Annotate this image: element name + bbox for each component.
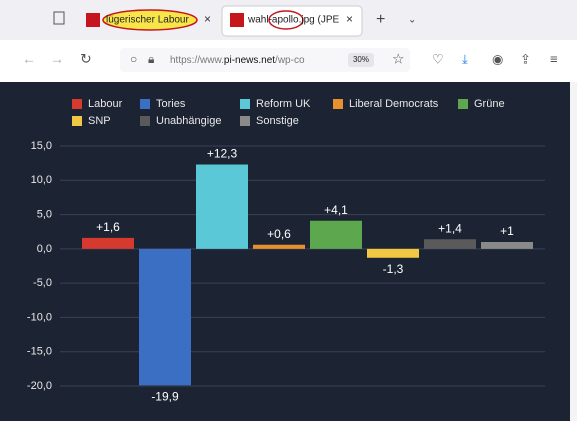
y-tick-label: 5,0 — [37, 208, 52, 220]
legend-swatch — [333, 99, 343, 109]
bar — [481, 242, 533, 249]
legend-label: Grüne — [474, 98, 505, 110]
chart: -20,0 -15,0 -10,0 -5,0 0,0 5,0 10,0 15,0 Labour T… — [27, 98, 545, 403]
url-rest: /wp-co — [275, 55, 305, 66]
back[interactable]: ← — [22, 51, 36, 67]
bar — [253, 244, 305, 249]
y-tick-label: -5,0 — [33, 277, 52, 289]
chart-area — [0, 82, 570, 421]
bar — [139, 248, 191, 386]
bar — [310, 220, 362, 249]
tab-title: wahl-apollo.jpg (JPE — [247, 15, 339, 26]
pocket[interactable]: ♡ — [432, 51, 444, 66]
bookmark[interactable]: ☆ — [392, 51, 405, 67]
value-label: +1,6 — [96, 220, 120, 234]
highlight — [268, 10, 304, 30]
downloads[interactable]: ⤓ — [462, 51, 468, 66]
legend-swatch — [240, 99, 250, 109]
legend-swatch — [72, 99, 82, 109]
value-label: +1,4 — [438, 221, 462, 235]
legend-swatch — [72, 116, 82, 126]
new-tab[interactable]: + — [376, 11, 385, 28]
bar — [82, 237, 134, 249]
bar — [424, 239, 476, 249]
scrollbar — [570, 82, 577, 421]
legend-label: SNP — [88, 115, 111, 127]
legend-label: Liberal Democrats — [349, 98, 439, 110]
url-bar[interactable] — [120, 48, 410, 72]
tab-close[interactable]: × — [204, 12, 211, 26]
account[interactable]: ◉ — [492, 51, 503, 66]
url-domain: pi-news.net — [224, 55, 275, 66]
value-label: -1,3 — [383, 262, 404, 276]
value-label: +4,1 — [324, 203, 348, 217]
zoom: 30% — [353, 55, 369, 64]
y-tick-label: 0,0 — [37, 243, 52, 255]
tab-menu[interactable]: ⌄ — [408, 15, 416, 26]
url: https://www.pi-news.net/wp-co — [170, 55, 305, 66]
menu[interactable]: ≡ — [550, 51, 558, 66]
reload[interactable]: ↻ — [80, 51, 92, 67]
y-tick-label: 15,0 — [31, 140, 52, 152]
value-label: +0,6 — [267, 227, 291, 241]
legend-swatch — [140, 116, 150, 126]
y-tick-label: -10,0 — [27, 311, 52, 323]
tab[interactable] — [221, 5, 363, 37]
legend-swatch — [140, 99, 150, 109]
y-tick-label: -15,0 — [27, 346, 52, 358]
legend-label: Labour — [88, 98, 123, 110]
shield: ○ — [130, 52, 137, 66]
forward[interactable]: → — [50, 51, 64, 67]
y-tick-label: 10,0 — [31, 174, 52, 186]
bar — [367, 248, 419, 258]
favicon — [86, 13, 100, 27]
bar — [196, 164, 248, 249]
tab-title: lügerischer Labour — [106, 15, 189, 26]
tab-close[interactable]: × — [346, 12, 353, 26]
value-label: +1 — [500, 224, 514, 238]
value-label: +12,3 — [207, 147, 238, 161]
legend-label: Unabhängige — [156, 115, 221, 127]
legend-label: Tories — [156, 98, 186, 110]
y-tick-label: -20,0 — [27, 380, 52, 392]
tab-list-icon — [53, 11, 65, 25]
favicon — [230, 13, 244, 27]
url-prefix: https://www. — [170, 55, 224, 66]
legend-label: Reform UK — [256, 98, 311, 110]
legend-swatch — [240, 116, 250, 126]
lock: 🔒︎ — [148, 52, 154, 66]
value-label: -19,9 — [151, 389, 179, 403]
legend-swatch — [458, 99, 468, 109]
zoom-badge[interactable] — [348, 53, 374, 67]
legend-label: Sonstige — [256, 115, 299, 127]
highlight — [102, 9, 198, 31]
share[interactable]: ⇪ — [520, 51, 531, 66]
